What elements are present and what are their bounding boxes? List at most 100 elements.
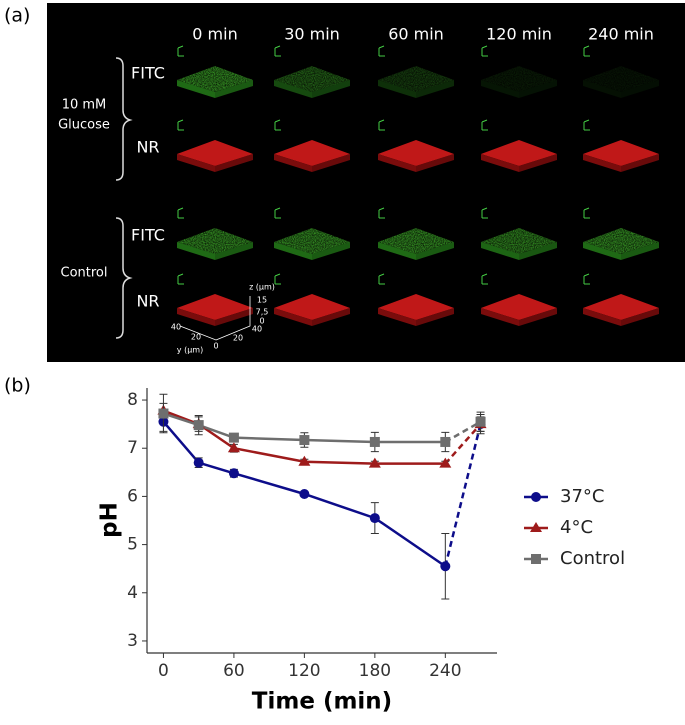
scale-glyph bbox=[177, 45, 184, 57]
slab-side bbox=[621, 308, 659, 326]
slab-side bbox=[481, 80, 519, 98]
slab-top bbox=[274, 294, 350, 320]
slab-side bbox=[215, 242, 253, 260]
slab-top bbox=[378, 294, 454, 320]
x-tick-label: 240 bbox=[429, 661, 461, 681]
inset-axis-label: 20 bbox=[233, 334, 243, 343]
marker bbox=[369, 436, 380, 447]
row-label: NR bbox=[136, 138, 159, 157]
slab-side bbox=[621, 154, 659, 172]
y-axis-title: pH bbox=[97, 502, 123, 538]
slab-side bbox=[583, 80, 621, 98]
slab-side bbox=[583, 242, 621, 260]
panel-label: (b) bbox=[4, 375, 31, 397]
x-tick-label: 0 bbox=[158, 661, 169, 681]
row-label: FITC bbox=[131, 64, 165, 83]
scale-glyph bbox=[481, 273, 488, 285]
legend-label: 37°C bbox=[560, 486, 604, 507]
x-axis-title: Time (min) bbox=[252, 689, 392, 715]
slab-side bbox=[215, 80, 253, 98]
marker bbox=[193, 420, 204, 431]
slab-top bbox=[583, 228, 659, 254]
slab-side bbox=[378, 80, 416, 98]
series-line bbox=[162, 420, 447, 568]
slab-side bbox=[621, 242, 659, 260]
inset-axis-label: 7,5 bbox=[256, 308, 269, 317]
scale-glyph bbox=[274, 207, 281, 219]
scale-glyph bbox=[583, 273, 590, 285]
slab-side bbox=[177, 308, 215, 326]
y-tick-label: 4 bbox=[127, 583, 138, 603]
marker bbox=[298, 455, 311, 466]
slab-side bbox=[481, 154, 519, 172]
y-tick-label: 6 bbox=[127, 486, 138, 506]
slab-top bbox=[177, 140, 253, 166]
slab-top bbox=[583, 66, 659, 92]
inset-axis-label: 0 bbox=[259, 317, 264, 326]
marker bbox=[368, 457, 381, 468]
legend-label: 4°C bbox=[560, 517, 593, 538]
slab-side bbox=[416, 308, 454, 326]
slab-top bbox=[177, 228, 253, 254]
group-label: Control bbox=[61, 266, 108, 281]
marker bbox=[227, 442, 240, 453]
slab-side bbox=[378, 308, 416, 326]
x-tick-label: 180 bbox=[359, 661, 391, 681]
x-tick-label: 60 bbox=[223, 661, 245, 681]
inset-axes bbox=[179, 296, 251, 341]
slab-side bbox=[312, 154, 350, 172]
y-tick-label: 7 bbox=[127, 438, 138, 458]
marker bbox=[475, 416, 486, 427]
slab-side bbox=[416, 80, 454, 98]
slab-side bbox=[416, 154, 454, 172]
slab-side bbox=[177, 154, 215, 172]
scale-glyph bbox=[378, 119, 385, 131]
brace bbox=[115, 57, 133, 181]
slab-side bbox=[274, 154, 312, 172]
micrograph-panel bbox=[47, 3, 685, 362]
marker bbox=[531, 554, 541, 564]
slab-top bbox=[378, 66, 454, 92]
scale-glyph bbox=[378, 207, 385, 219]
column-header: 120 min bbox=[486, 25, 552, 44]
slab-side bbox=[583, 154, 621, 172]
slab-side bbox=[519, 154, 557, 172]
slab-top bbox=[481, 66, 557, 92]
scale-glyph bbox=[274, 273, 281, 285]
brace bbox=[115, 217, 133, 339]
row-label: NR bbox=[136, 292, 159, 311]
column-header: 240 min bbox=[588, 25, 654, 44]
slab-side bbox=[481, 308, 519, 326]
slab-side bbox=[378, 242, 416, 260]
slab-side bbox=[312, 80, 350, 98]
slab-top bbox=[378, 228, 454, 254]
row-label: FITC bbox=[131, 226, 165, 245]
slab-side bbox=[621, 80, 659, 98]
marker bbox=[440, 436, 451, 447]
inset-axis-label: 40 bbox=[171, 323, 181, 332]
scale-glyph bbox=[177, 207, 184, 219]
slab-side bbox=[274, 308, 312, 326]
marker bbox=[369, 513, 380, 524]
slab-top bbox=[583, 140, 659, 166]
column-header: 0 min bbox=[192, 25, 237, 44]
y-tick-label: 5 bbox=[127, 535, 138, 555]
marker bbox=[193, 457, 204, 468]
y-tick-label: 8 bbox=[127, 390, 138, 410]
scale-glyph bbox=[481, 45, 488, 57]
slab-top bbox=[274, 66, 350, 92]
scale-glyph bbox=[274, 45, 281, 57]
scale-glyph bbox=[177, 273, 184, 285]
slab-side bbox=[416, 242, 454, 260]
recovery-line bbox=[444, 420, 482, 444]
slab-side bbox=[177, 242, 215, 260]
scale-glyph bbox=[583, 45, 590, 57]
scale-glyph bbox=[481, 207, 488, 219]
column-header: 30 min bbox=[284, 25, 340, 44]
marker bbox=[158, 408, 169, 419]
scale-glyph bbox=[378, 273, 385, 285]
slab-top bbox=[177, 66, 253, 92]
slab-side bbox=[519, 242, 557, 260]
slab-side bbox=[274, 80, 312, 98]
